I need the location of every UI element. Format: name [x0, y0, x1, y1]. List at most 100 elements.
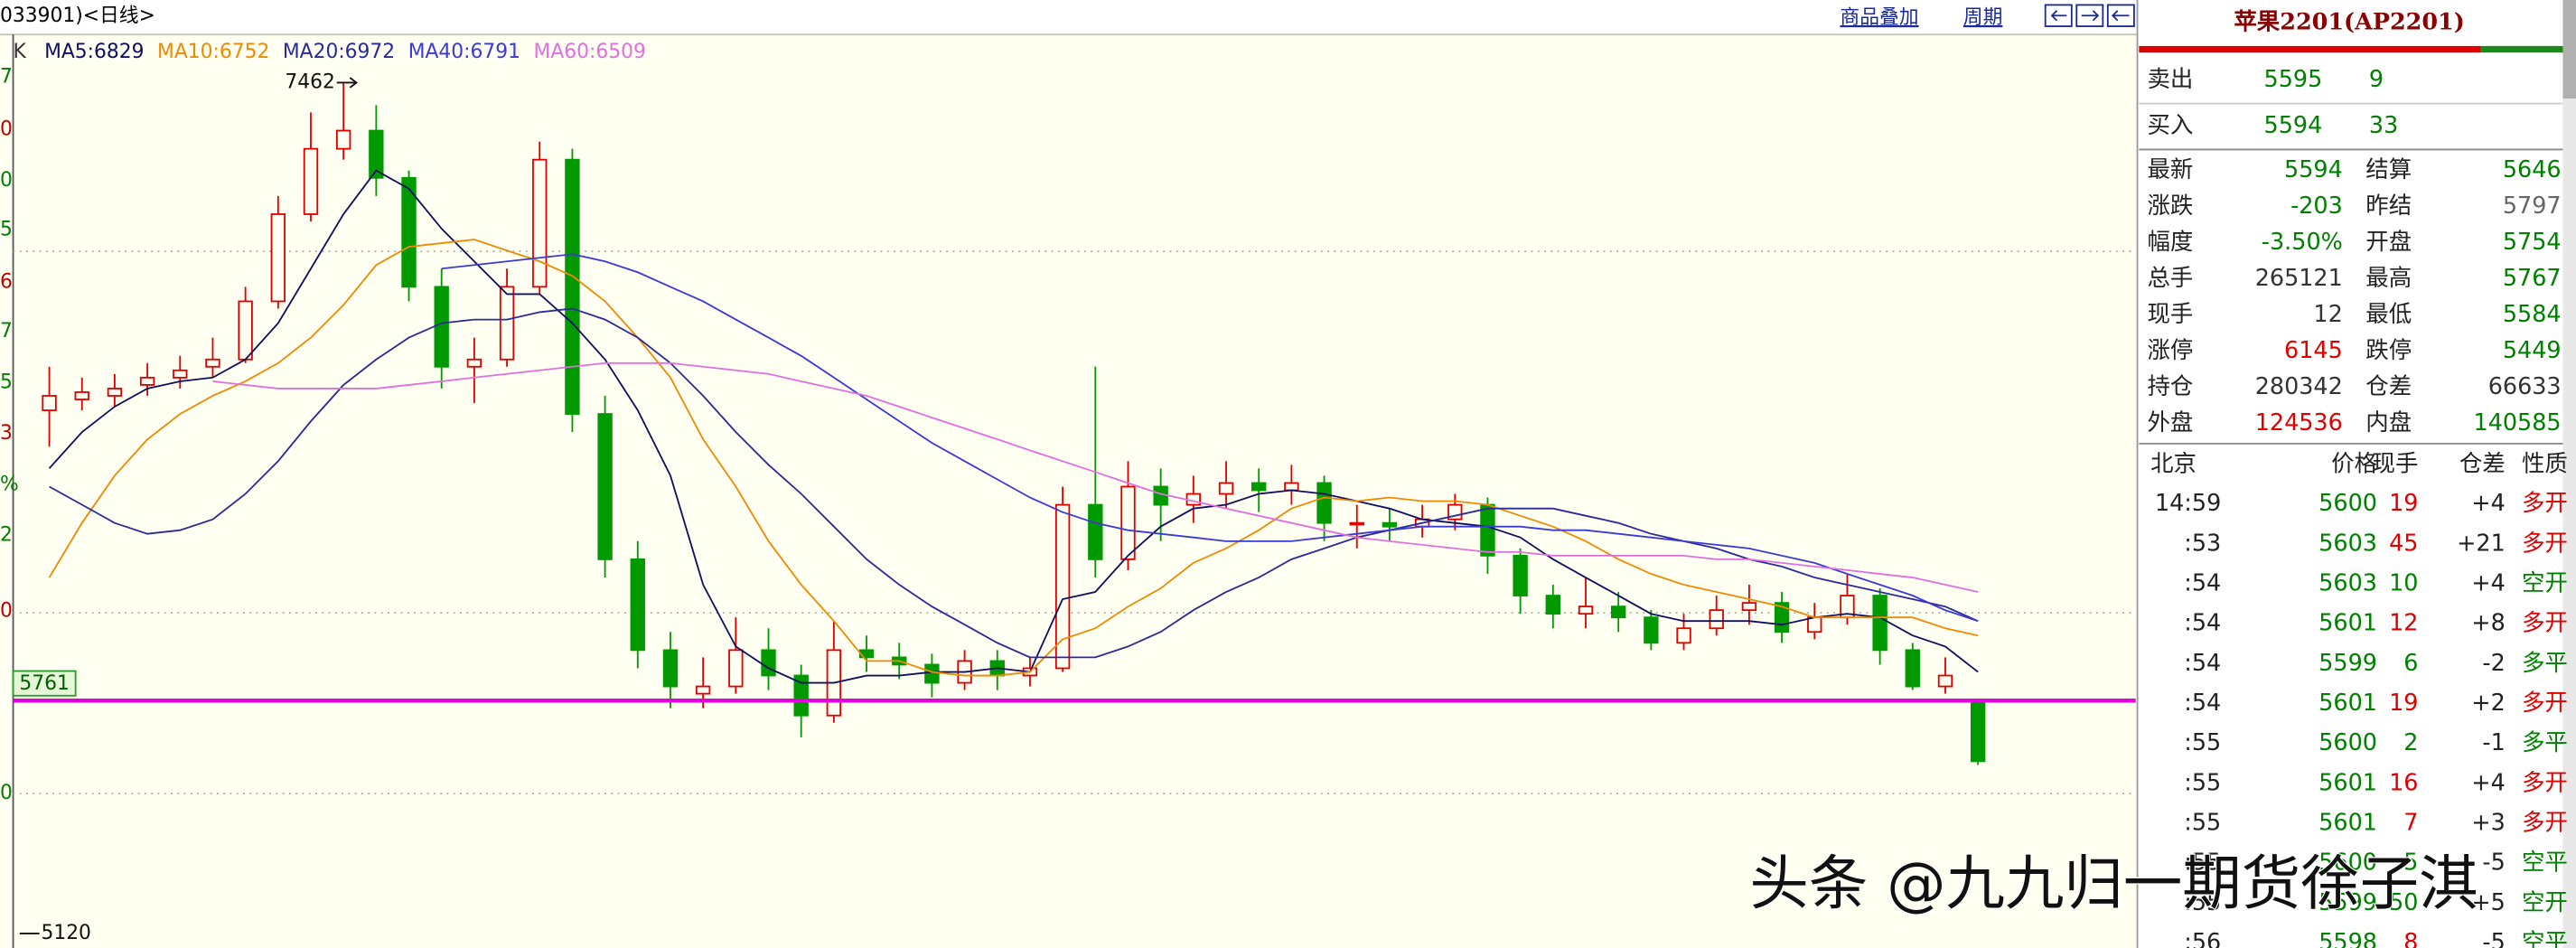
- candle-body: [1741, 602, 1757, 612]
- trade-time: :55: [2184, 810, 2221, 837]
- candle-body: [1480, 503, 1495, 557]
- ma-line: [212, 361, 1979, 593]
- scrollbar-thumb[interactable]: [2562, 0, 2576, 99]
- trade-volume: 16: [2389, 769, 2418, 796]
- trade-volume: 19: [2389, 690, 2418, 717]
- trade-price: 5600: [2318, 729, 2377, 756]
- candle-body: [1382, 521, 1398, 528]
- candle-body: [662, 649, 679, 688]
- trade-diff: +8: [2471, 610, 2506, 637]
- candle-body: [74, 391, 89, 400]
- trade-kind: 多开: [2522, 490, 2568, 517]
- quote-label: 持仓: [2147, 373, 2193, 400]
- trade-price: 5603: [2318, 530, 2377, 557]
- candle-body: [1284, 482, 1299, 492]
- candle-body: [1807, 616, 1822, 634]
- trade-kind: 多开: [2522, 610, 2568, 637]
- trade-volume: 10: [2389, 569, 2418, 596]
- candle-body: [565, 158, 580, 415]
- candle-body: [1120, 485, 1136, 560]
- candle-body: [1349, 521, 1364, 526]
- icon[interactable]: [2106, 4, 2135, 27]
- price-label-box: [12, 670, 77, 697]
- trade-time: :55: [2184, 769, 2221, 796]
- icon-arrow: [2111, 10, 2130, 22]
- trade-diff: +2: [2471, 690, 2506, 717]
- icon[interactable]: [2044, 4, 2073, 27]
- axis-fragment: %: [0, 473, 19, 495]
- ma-line: [48, 169, 1979, 684]
- trade-volume: 5: [2403, 849, 2418, 877]
- trade-diff: +4: [2471, 569, 2506, 596]
- icon[interactable]: [2075, 4, 2104, 27]
- quote-label: 总手: [2147, 265, 2193, 292]
- ma-line: [48, 239, 1979, 677]
- quote-label: 跌停: [2365, 337, 2412, 364]
- trade-price: 5601: [2318, 810, 2377, 837]
- candle-body: [1513, 554, 1528, 596]
- axis-fragment: 7: [0, 320, 13, 343]
- trade-diff: +3: [2471, 810, 2506, 837]
- buy-label: 买入: [2147, 112, 2193, 139]
- quote-label: 开盘: [2365, 229, 2412, 256]
- trade-volume: 7: [2403, 810, 2418, 837]
- trade-diff: +5: [2471, 889, 2506, 916]
- candle-body: [695, 685, 711, 695]
- trade-price: 5600: [2318, 490, 2377, 517]
- quote-label: 现手: [2147, 301, 2193, 328]
- axis-fragment: 0: [0, 599, 13, 622]
- contract-title: 苹果2201(AP2201): [2234, 8, 2464, 35]
- trade-kind: 空平: [2522, 929, 2568, 948]
- candle-body: [1709, 609, 1724, 630]
- icon-arrow: [2081, 10, 2100, 22]
- title-bar-red: [2139, 45, 2481, 53]
- trade-diff: -2: [2482, 650, 2505, 677]
- nav-icons[interactable]: [2044, 4, 2135, 27]
- candle-body: [1251, 482, 1267, 492]
- quote-label: 涨跌: [2147, 192, 2193, 220]
- legend-entry: MA60:6509: [534, 41, 646, 63]
- buy-price: 5594: [2264, 112, 2323, 139]
- quote-label: 仓差: [2365, 373, 2412, 400]
- candle-body: [466, 358, 482, 368]
- quote-value: 66633: [2488, 373, 2562, 400]
- axis-fragment: 5: [0, 219, 13, 241]
- quote-label: 最低: [2365, 301, 2412, 328]
- candle-body: [303, 147, 319, 215]
- period-button[interactable]: 周期: [1963, 6, 2003, 29]
- candle-body: [1610, 605, 1626, 619]
- candle-body: [728, 649, 744, 688]
- min-label: 5120: [41, 922, 90, 944]
- quote-label: 幅度: [2147, 229, 2193, 256]
- quote-value: 5584: [2503, 301, 2562, 328]
- max-label: 7462: [285, 70, 334, 93]
- trade-volume: 12: [2389, 610, 2418, 637]
- candle-body: [1676, 627, 1691, 644]
- axis-fragment: 0: [0, 782, 13, 804]
- candle-body: [1644, 616, 1659, 644]
- trade-volume: 2: [2403, 729, 2418, 756]
- trade-time: :55: [2184, 889, 2221, 916]
- axis-fragment: 0: [0, 169, 13, 192]
- quote-value: 5449: [2503, 337, 2562, 364]
- trade-kind: 多平: [2522, 650, 2568, 677]
- candle-legend: K: [14, 41, 27, 63]
- icon-arrow: [2050, 10, 2067, 22]
- trade-time: :53: [2184, 530, 2221, 557]
- trade-diff: +4: [2471, 490, 2506, 517]
- quote-value: 5646: [2503, 156, 2562, 183]
- price-label: 5761: [19, 672, 69, 695]
- axis-fragment: 2: [0, 524, 13, 547]
- trade-volume: 45: [2389, 530, 2418, 557]
- trade-diff: +4: [2471, 769, 2506, 796]
- candle-body: [1937, 674, 1953, 688]
- candle-body: [1316, 482, 1332, 524]
- overlay-button[interactable]: 商品叠加: [1840, 6, 1918, 29]
- candle-body: [793, 674, 809, 717]
- candle-body: [205, 358, 220, 368]
- scrollbar[interactable]: [2562, 0, 2576, 948]
- code-label: 033901)<日线>: [0, 5, 155, 27]
- ma-line: [49, 307, 1979, 659]
